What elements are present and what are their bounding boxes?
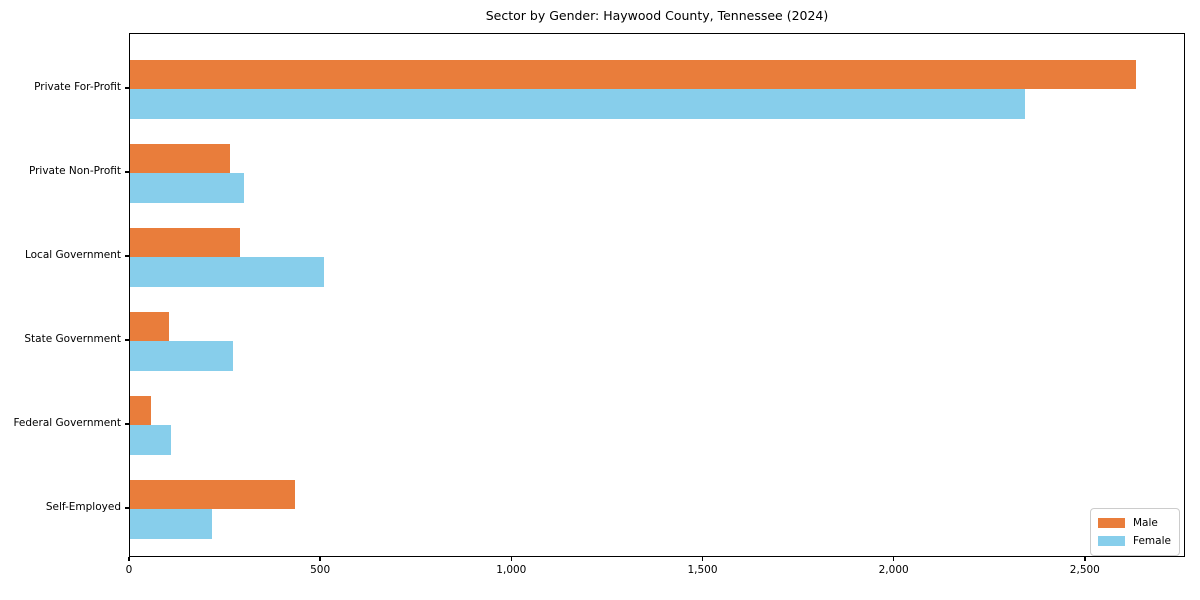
bar-male-0 bbox=[130, 59, 1136, 89]
legend-item-male: Male bbox=[1098, 514, 1172, 532]
bar-male-1 bbox=[130, 143, 231, 173]
legend-swatch-female bbox=[1098, 536, 1125, 546]
x-tick-label: 500 bbox=[310, 564, 331, 576]
bar-female-4 bbox=[130, 425, 171, 455]
legend-swatch-male bbox=[1098, 518, 1125, 528]
legend-item-female: Female bbox=[1098, 532, 1172, 550]
y-tick-mark bbox=[124, 423, 129, 425]
bar-female-5 bbox=[130, 509, 213, 539]
legend: Male Female bbox=[1090, 508, 1180, 556]
chart-title: Sector by Gender: Haywood County, Tennes… bbox=[485, 8, 829, 23]
legend-label-female: Female bbox=[1133, 535, 1171, 547]
bar-male-2 bbox=[130, 227, 241, 257]
x-tick-mark bbox=[319, 557, 321, 561]
x-tick-label: 2,000 bbox=[878, 564, 909, 576]
bar-male-3 bbox=[130, 311, 170, 341]
x-tick-label: 2,500 bbox=[1069, 564, 1100, 576]
x-tick-mark bbox=[128, 557, 130, 561]
y-tick-label: Self-Employed bbox=[45, 501, 121, 513]
y-tick-label: Federal Government bbox=[13, 417, 121, 429]
x-tick-label: 1,500 bbox=[687, 564, 718, 576]
plot-area bbox=[129, 33, 1185, 557]
y-tick-label: State Government bbox=[24, 333, 121, 345]
x-tick-label: 1,000 bbox=[496, 564, 527, 576]
bar-male-4 bbox=[130, 395, 152, 425]
y-tick-mark bbox=[124, 339, 129, 341]
y-tick-label: Local Government bbox=[24, 249, 121, 261]
x-tick-mark bbox=[1084, 557, 1086, 561]
x-tick-mark bbox=[701, 557, 704, 561]
y-tick-label: Private Non-Profit bbox=[28, 165, 121, 177]
y-tick-mark bbox=[124, 171, 129, 173]
y-tick-mark bbox=[124, 87, 129, 89]
y-tick-mark bbox=[124, 507, 129, 509]
bar-female-3 bbox=[130, 341, 234, 371]
bar-male-5 bbox=[130, 479, 296, 509]
bar-female-2 bbox=[130, 257, 325, 287]
x-tick-mark bbox=[510, 557, 513, 561]
legend-label-male: Male bbox=[1133, 517, 1158, 529]
y-tick-mark bbox=[124, 255, 129, 257]
bar-female-1 bbox=[130, 173, 244, 203]
x-tick-mark bbox=[892, 557, 895, 561]
bar-female-0 bbox=[130, 89, 1025, 119]
x-tick-label: 0 bbox=[125, 564, 133, 576]
y-tick-label: Private For-Profit bbox=[34, 81, 121, 93]
